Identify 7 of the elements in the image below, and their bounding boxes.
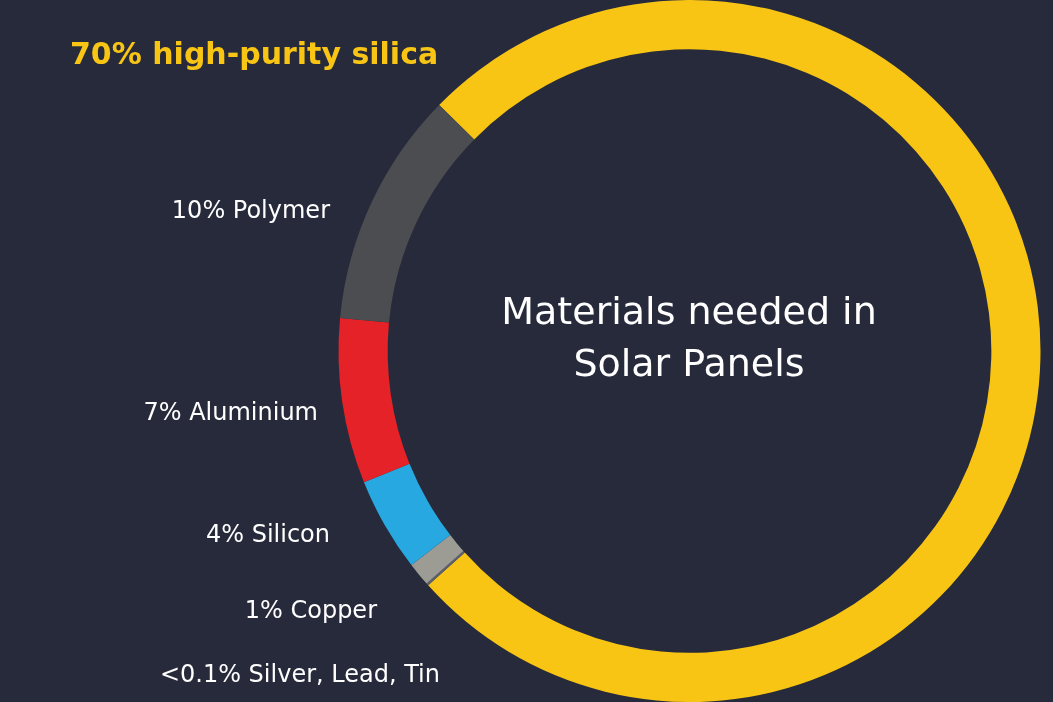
slice-label: 1% Copper [244, 596, 377, 624]
slice-label: 7% Aluminium [143, 398, 318, 426]
slice-label: <0.1% Silver, Lead, Tin [159, 660, 440, 688]
text: Materials needed in Solar Panels [500, 288, 878, 387]
slice-label: 70% high-purity silica [70, 36, 439, 71]
slice-label: 4% Silicon [205, 520, 330, 548]
slice-label: 10% Polymer [171, 196, 330, 224]
